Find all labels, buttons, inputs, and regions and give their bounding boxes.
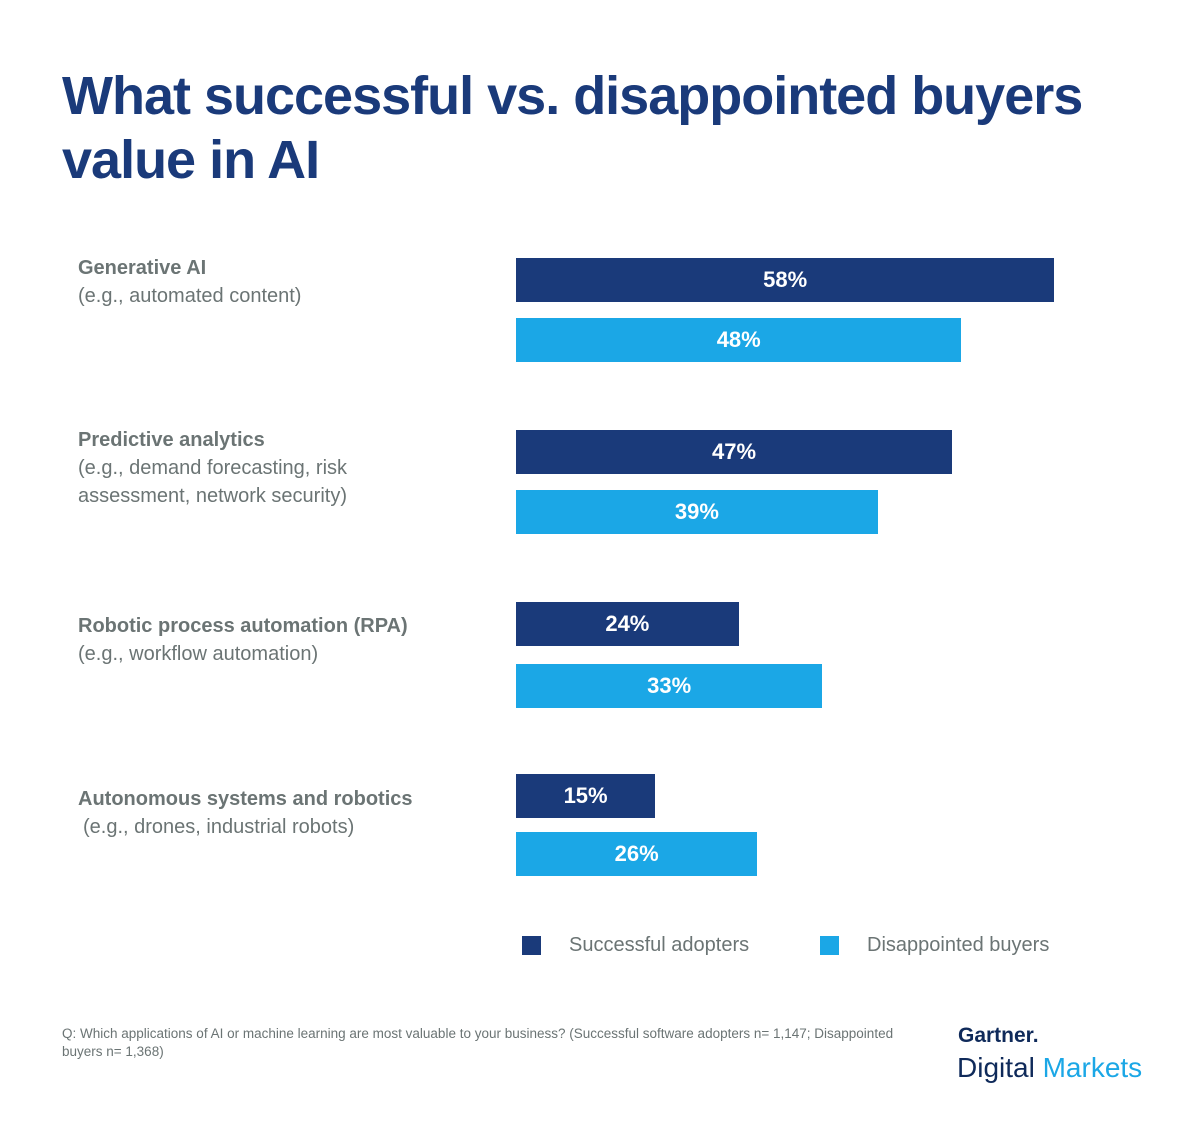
bar: 24% <box>516 602 739 646</box>
category-detail: (e.g., automated content) <box>78 285 302 307</box>
category-detail: (e.g., workflow automation) <box>78 643 319 665</box>
legend-item-disappointed: Disappointed buyers <box>820 934 1049 957</box>
category-detail: (e.g., demand forecasting, risk assessme… <box>78 457 348 507</box>
data-label: 48% <box>716 327 761 352</box>
legend-swatch <box>820 936 839 955</box>
legend-swatch <box>522 936 541 955</box>
data-label: 47% <box>712 439 757 464</box>
legend-label: Successful adopters <box>569 934 750 956</box>
data-label: 58% <box>763 267 808 292</box>
bar: 39% <box>516 490 878 534</box>
category-label: Predictive analytics (e.g., demand foreca… <box>78 426 398 510</box>
logo-gartner: Gartner. <box>958 1024 1039 1047</box>
category-name: Autonomous systems and robotics <box>78 788 413 810</box>
bar: 33% <box>516 664 823 708</box>
chart-title: What successful vs. disappointed buyers … <box>62 66 1083 190</box>
bar: 26% <box>516 832 758 876</box>
category-label: Autonomous systems and robotics (e.g., dr… <box>78 785 498 841</box>
bar: 48% <box>516 318 962 362</box>
logo-digital-markets: Digital Markets <box>957 1052 1142 1084</box>
category-label: Robotic process automation (RPA) (e.g., w… <box>78 612 498 668</box>
footnote: Q: Which applications of AI or machine l… <box>62 1026 894 1059</box>
category-name: Generative AI <box>78 257 207 279</box>
logo-text: Markets <box>1042 1052 1143 1083</box>
data-label: 24% <box>605 611 650 636</box>
data-label: 15% <box>563 783 608 808</box>
category-name: Robotic process automation (RPA) <box>78 615 408 637</box>
data-label: 39% <box>674 499 719 524</box>
bar: 15% <box>516 774 656 818</box>
data-label: 26% <box>614 841 659 866</box>
bar: 58% <box>516 258 1055 302</box>
legend-item-successful: Successful adopters <box>522 934 749 957</box>
legend-label: Disappointed buyers <box>867 934 1050 956</box>
category-label: Generative AI (e.g., automated content) <box>78 254 498 310</box>
bar: 47% <box>516 430 953 474</box>
category-detail: (e.g., drones, industrial robots) <box>83 816 355 838</box>
logo-text: Digital <box>957 1052 1035 1083</box>
data-label: 33% <box>647 673 692 698</box>
category-name: Predictive analytics <box>78 429 265 451</box>
